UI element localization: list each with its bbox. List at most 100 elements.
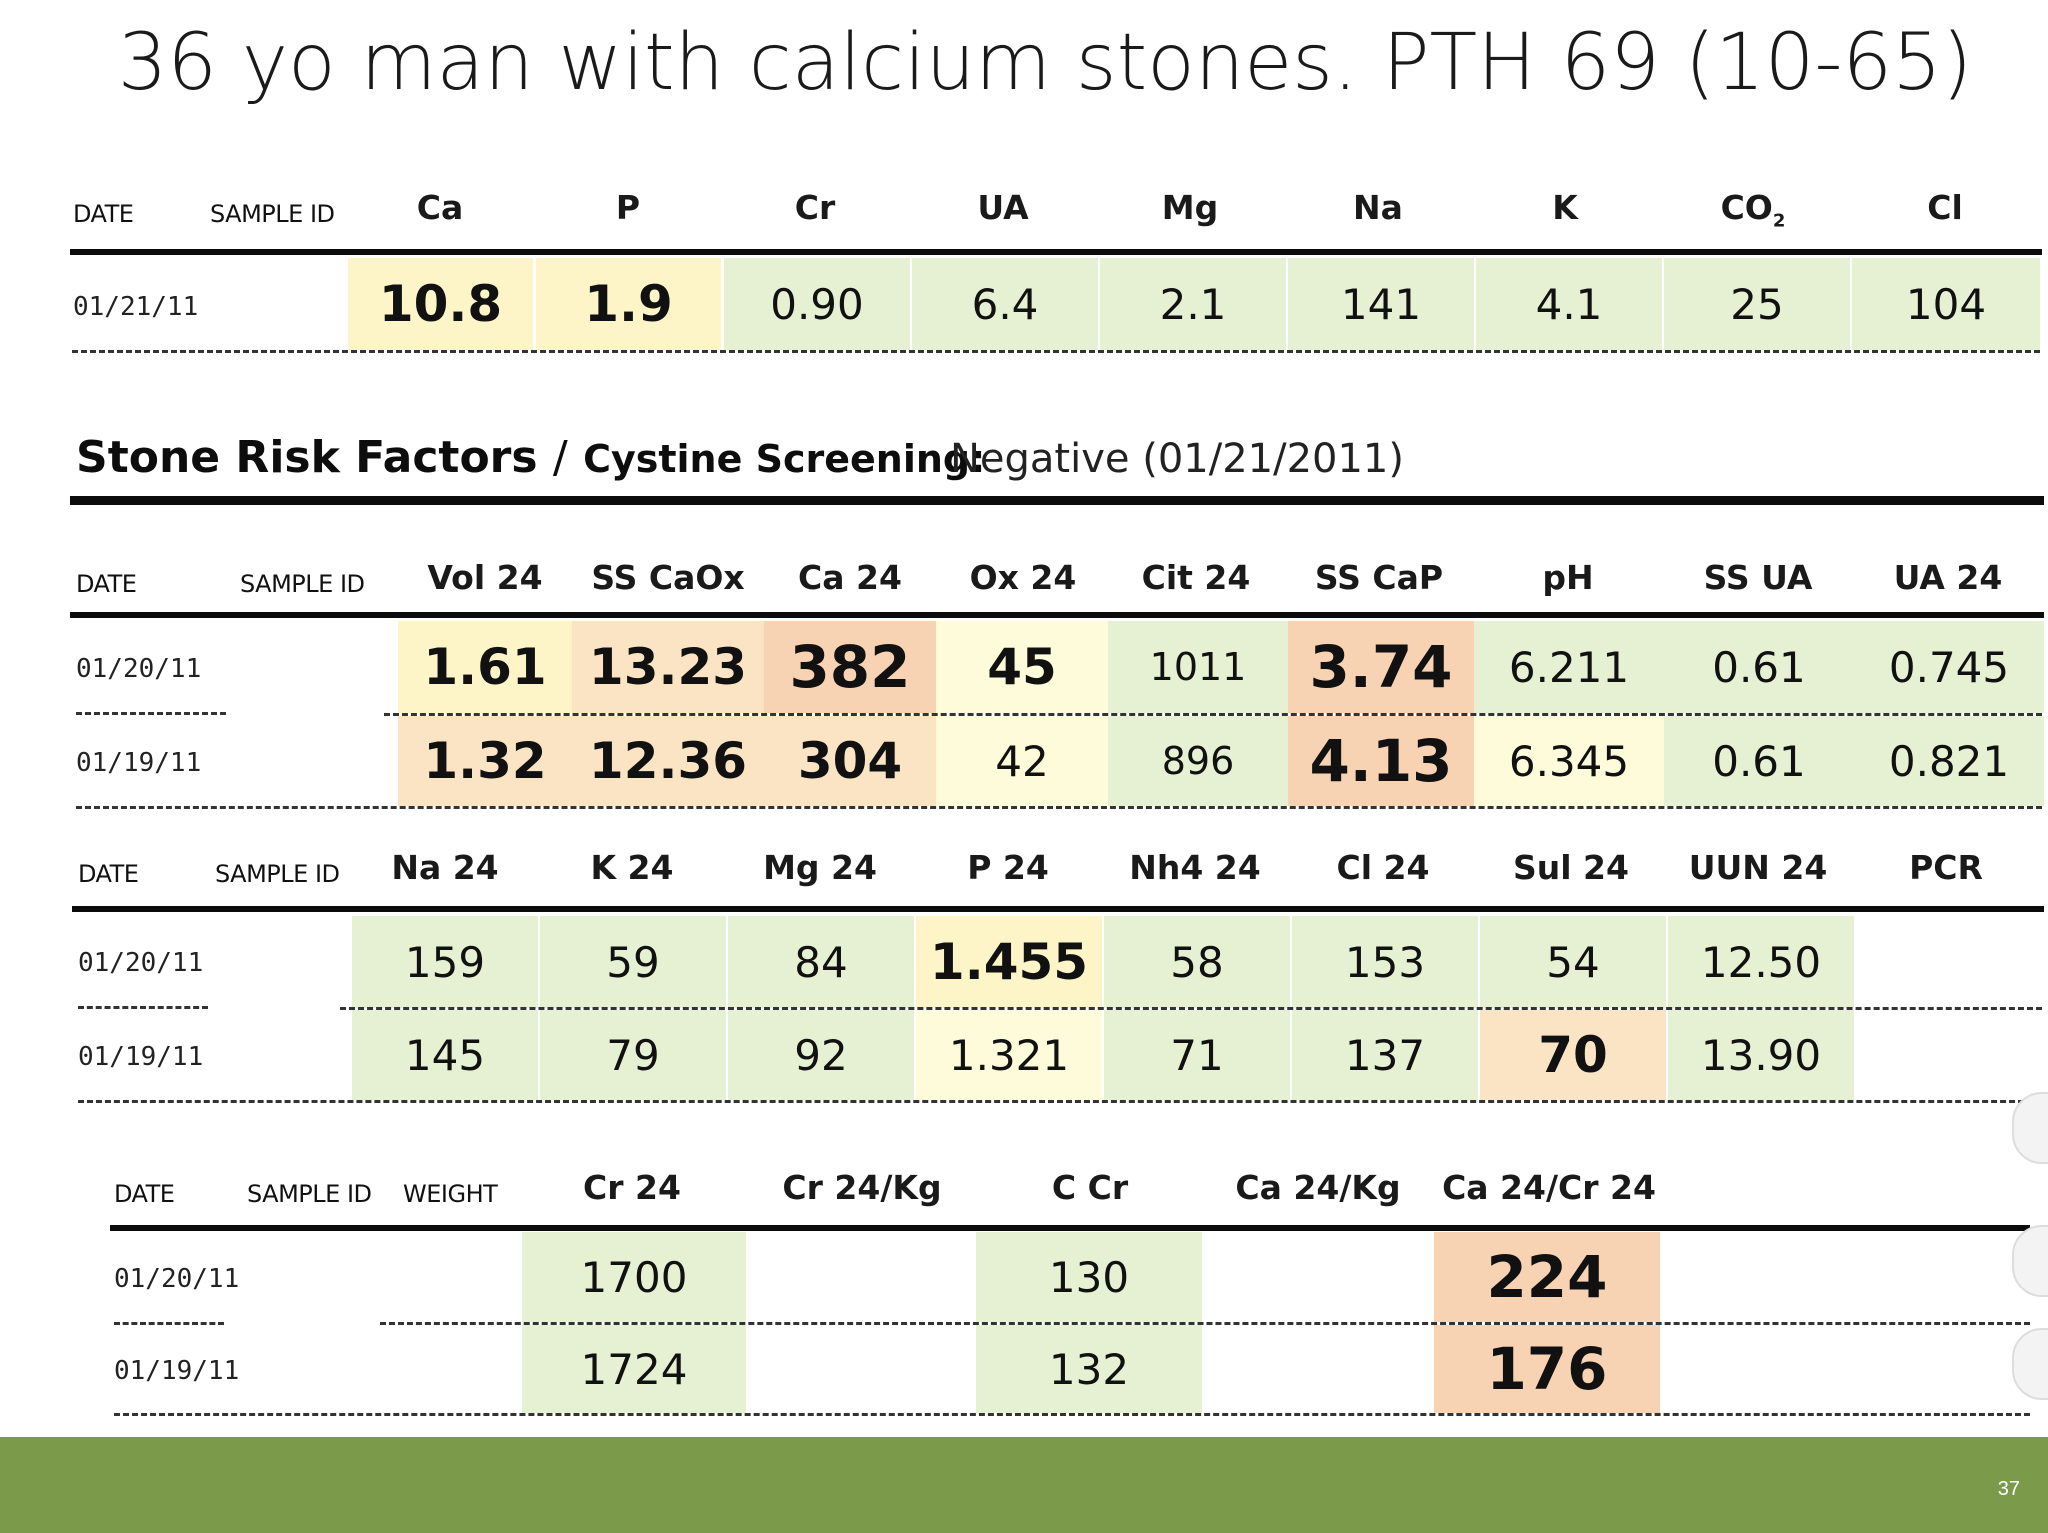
col-header-c-cr: C Cr xyxy=(1051,1168,1129,1207)
serum-row-divider xyxy=(72,350,2040,353)
weight-header: WEIGHT xyxy=(403,1180,498,1208)
row-date: 01/19/11 xyxy=(114,1356,240,1386)
page-number: 37 xyxy=(1997,1478,2020,1500)
row-divider xyxy=(78,1100,2042,1103)
co2-subscript: 2 xyxy=(1772,210,1786,232)
date-header: DATE xyxy=(78,860,139,888)
date-header: DATE xyxy=(114,1180,175,1208)
row-divider xyxy=(384,713,2042,716)
col-header-ua: UA xyxy=(977,188,1029,227)
value-nh4-24: 58 xyxy=(1104,916,1290,1008)
edge-control[interactable] xyxy=(2012,1092,2048,1164)
value-ca24-cr24: 224 xyxy=(1434,1232,1660,1322)
col-header-na24: Na 24 xyxy=(391,848,499,887)
value-nh4-24: 71 xyxy=(1104,1010,1290,1100)
col-header-ua24: UA 24 xyxy=(1893,558,2003,597)
sample-id-header: SAMPLE ID xyxy=(215,860,340,888)
section-rule xyxy=(70,496,2044,505)
value-sul24: 70 xyxy=(1480,1010,1666,1100)
value-p24: 1.321 xyxy=(916,1010,1102,1100)
col-header-ca24-kg: Ca 24/Kg xyxy=(1235,1168,1401,1207)
value-cit24: 1011 xyxy=(1108,621,1288,713)
edge-control[interactable] xyxy=(2012,1328,2048,1400)
value-uun24: 12.50 xyxy=(1668,916,1854,1008)
value-ss-ua: 0.61 xyxy=(1664,621,1854,713)
col-header-mg: Mg xyxy=(1161,188,1219,227)
value-ss-ua: 0.61 xyxy=(1664,716,1854,806)
value-ca24: 382 xyxy=(764,621,936,713)
value-ca24: 304 xyxy=(764,716,936,806)
value-ua24: 0.821 xyxy=(1854,716,2044,806)
row-date: 01/19/11 xyxy=(76,748,202,778)
value-mg: 2.1 xyxy=(1100,258,1286,350)
col-header-k: K xyxy=(1552,188,1578,227)
value-mg24: 92 xyxy=(728,1010,914,1100)
col-header-nh4-24: Nh4 24 xyxy=(1129,848,1261,887)
cystine-screening-label: Cystine Screening: xyxy=(583,437,986,481)
value-ss-cap: 3.74 xyxy=(1288,621,1474,713)
col-header-cr24: Cr 24 xyxy=(583,1168,681,1207)
col-header-cr24-kg: Cr 24/Kg xyxy=(782,1168,942,1207)
col-header-mg24: Mg 24 xyxy=(763,848,877,887)
slide-title: 36 yo man with calcium stones. PTH 69 (1… xyxy=(117,18,1973,108)
value-ox24: 42 xyxy=(936,716,1108,806)
row-date: 01/20/11 xyxy=(114,1264,240,1294)
col-header-ss-caox: SS CaOx xyxy=(591,558,745,597)
row-divider xyxy=(340,1007,2042,1010)
value-vol24: 1.61 xyxy=(398,621,572,713)
value-cl: 104 xyxy=(1852,258,2040,350)
col-header-ca24-cr24: Ca 24/Cr 24 xyxy=(1442,1168,1656,1207)
col-header-ph: pH xyxy=(1542,558,1594,597)
edge-control[interactable] xyxy=(2012,1225,2048,1297)
col-header-ox24: Ox 24 xyxy=(969,558,1077,597)
col-header-ca24: Ca 24 xyxy=(798,558,902,597)
date-header: DATE xyxy=(76,570,137,598)
row-date: 01/20/11 xyxy=(78,948,204,978)
row-date: 01/19/11 xyxy=(78,1042,204,1072)
col-header-pcr: PCR xyxy=(1909,848,1983,887)
col-header-cl: Cl xyxy=(1927,188,1963,227)
col-header-ss-cap: SS CaP xyxy=(1314,558,1444,597)
col-header-na: Na xyxy=(1353,188,1403,227)
row-divider xyxy=(78,1006,208,1009)
value-na24: 159 xyxy=(352,916,538,1008)
value-k24: 59 xyxy=(540,916,726,1008)
serum-header-rule xyxy=(70,249,2042,255)
value-cr24-kg xyxy=(746,1232,976,1322)
value-sul24: 54 xyxy=(1480,916,1666,1008)
col-header-cit24: Cit 24 xyxy=(1141,558,1251,597)
value-c-cr: 130 xyxy=(976,1232,1202,1322)
value-ox24: 45 xyxy=(936,621,1108,713)
row-divider xyxy=(114,1322,224,1325)
value-ca24-kg xyxy=(1202,1232,1434,1322)
col-header-cl24: Cl 24 xyxy=(1336,848,1430,887)
row-divider xyxy=(114,1413,2030,1416)
sample-id-header: SAMPLE ID xyxy=(210,200,335,228)
row-date: 01/21/11 xyxy=(73,292,199,322)
value-pcr xyxy=(1856,916,2042,1008)
stone-risk-title: Stone Risk Factors / Cystine Screening: xyxy=(76,432,986,483)
value-vol24: 1.32 xyxy=(398,716,572,806)
value-ph: 6.345 xyxy=(1474,716,1664,806)
value-p24: 1.455 xyxy=(916,916,1102,1008)
value-mg24: 84 xyxy=(728,916,914,1008)
value-ua24: 0.745 xyxy=(1854,621,2044,713)
value-cr: 0.90 xyxy=(724,258,910,350)
value-pcr xyxy=(1856,1010,2042,1100)
value-cl24: 153 xyxy=(1292,916,1478,1008)
col-header-k24: K 24 xyxy=(590,848,674,887)
col-header-vol24: Vol 24 xyxy=(427,558,543,597)
value-uun24: 13.90 xyxy=(1668,1010,1854,1100)
sample-id-header: SAMPLE ID xyxy=(247,1180,372,1208)
col-header-p: P xyxy=(615,188,641,227)
value-ss-caox: 12.36 xyxy=(572,716,764,806)
col-header-ca: Ca xyxy=(416,188,464,227)
col-header-ss-ua: SS UA xyxy=(1703,558,1813,597)
value-cit24: 896 xyxy=(1108,716,1288,806)
urine2-header-rule xyxy=(72,906,2044,912)
value-ua: 6.4 xyxy=(912,258,1098,350)
value-ca24-cr24: 176 xyxy=(1434,1325,1660,1413)
row-divider xyxy=(76,806,2042,809)
value-k24: 79 xyxy=(540,1010,726,1100)
value-cl24: 137 xyxy=(1292,1010,1478,1100)
